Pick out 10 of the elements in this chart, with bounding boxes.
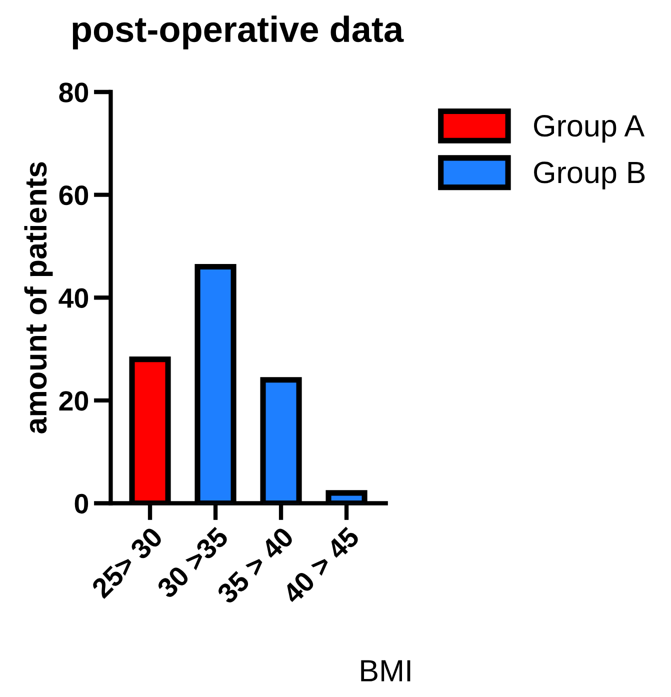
legend-label: Group A <box>534 115 645 143</box>
legend-label: Group B <box>534 162 645 190</box>
y-axis-title: amount of patients <box>24 162 53 434</box>
y-tick-label: 0 <box>74 494 88 514</box>
y-tick-label: 40 <box>58 288 88 308</box>
x-axis-title: BMI <box>361 660 410 682</box>
y-tick-label: 80 <box>59 82 88 102</box>
y-tick-label: 60 <box>59 185 88 206</box>
y-tick-label: 20 <box>59 391 88 411</box>
chart-title: post-operative data <box>72 16 404 50</box>
